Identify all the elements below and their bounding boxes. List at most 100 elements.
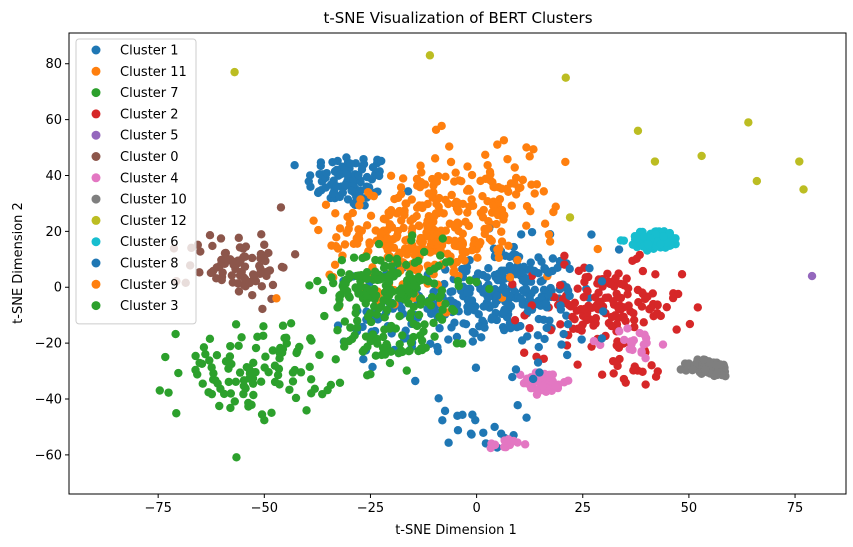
data-point: [562, 350, 572, 360]
data-point: [697, 151, 706, 161]
data-point: [212, 351, 222, 360]
data-point: [335, 224, 345, 233]
data-point: [671, 234, 680, 243]
data-point: [268, 280, 278, 290]
data-point: [398, 331, 407, 340]
data-point: [345, 270, 354, 279]
data-point: [393, 193, 403, 203]
y-tick-label: 0: [54, 281, 62, 296]
data-point: [420, 320, 429, 329]
data-point: [215, 401, 224, 411]
data-point: [414, 221, 424, 230]
data-point: [485, 234, 495, 244]
data-point: [637, 302, 647, 311]
data-point: [384, 254, 394, 263]
data-point: [346, 323, 355, 332]
data-point: [376, 256, 385, 265]
data-point: [231, 320, 241, 329]
data-point: [646, 303, 656, 313]
data-point: [232, 453, 241, 462]
legend-marker: [91, 279, 101, 289]
legend-marker: [91, 130, 101, 140]
legend-label: Cluster 0: [120, 150, 179, 165]
data-point: [559, 329, 568, 339]
data-point: [658, 340, 668, 349]
data-point: [195, 268, 204, 277]
data-point: [458, 229, 468, 238]
data-point: [467, 170, 477, 180]
data-point: [332, 182, 341, 191]
data-point: [196, 247, 205, 256]
legend-marker: [91, 237, 101, 247]
data-point: [712, 369, 722, 378]
data-point: [650, 157, 660, 166]
data-point: [384, 277, 394, 287]
chart-title: t-SNE Visualization of BERT Clusters: [323, 9, 592, 27]
data-point: [484, 264, 493, 273]
data-point: [616, 236, 626, 245]
legend-label: Cluster 6: [120, 235, 179, 250]
data-point: [340, 240, 350, 249]
data-point: [336, 268, 346, 277]
data-point: [249, 358, 258, 368]
data-point: [482, 273, 492, 282]
data-point: [346, 159, 355, 168]
data-point: [799, 185, 808, 194]
data-point: [621, 378, 630, 387]
data-point: [616, 279, 626, 289]
data-point: [457, 253, 467, 262]
data-point: [638, 288, 647, 297]
data-point: [226, 403, 235, 413]
data-point: [361, 299, 370, 308]
data-point: [260, 415, 269, 425]
data-point: [541, 299, 551, 308]
data-point: [479, 428, 488, 437]
data-point: [164, 388, 173, 397]
data-point: [642, 338, 651, 348]
data-point: [248, 270, 258, 279]
data-point: [530, 285, 539, 295]
data-point: [573, 284, 582, 293]
data-point: [337, 255, 347, 265]
data-point: [590, 293, 600, 302]
x-tick-label: −25: [357, 501, 384, 516]
data-point: [551, 381, 561, 390]
data-point: [225, 352, 235, 361]
data-point: [565, 264, 574, 274]
data-point: [415, 294, 425, 304]
legend-label: Cluster 7: [120, 86, 179, 101]
data-point: [208, 241, 217, 251]
data-point: [432, 177, 442, 186]
data-point: [522, 202, 532, 211]
data-point: [629, 309, 638, 318]
data-point: [313, 276, 322, 286]
data-point: [468, 337, 478, 346]
legend-marker: [91, 152, 101, 161]
data-point: [591, 314, 601, 323]
data-point: [290, 365, 300, 375]
data-point: [397, 284, 406, 293]
data-point: [607, 312, 617, 322]
legend-marker: [91, 66, 101, 76]
data-point: [302, 406, 311, 415]
data-point: [564, 286, 573, 295]
data-point: [615, 327, 624, 336]
data-point: [259, 322, 268, 331]
data-point: [155, 386, 164, 395]
data-point: [493, 140, 502, 149]
data-point: [640, 330, 649, 339]
data-point: [503, 154, 512, 164]
data-point: [570, 314, 579, 324]
data-point: [681, 366, 691, 375]
data-point: [533, 331, 543, 340]
data-point: [499, 325, 509, 335]
data-point: [638, 266, 648, 276]
data-point: [525, 293, 534, 302]
data-point: [412, 203, 422, 212]
data-point: [563, 320, 573, 329]
data-point: [351, 283, 360, 292]
y-tick-label: −40: [35, 393, 62, 408]
data-point: [255, 261, 264, 271]
data-point: [609, 297, 618, 306]
data-point: [548, 254, 558, 263]
